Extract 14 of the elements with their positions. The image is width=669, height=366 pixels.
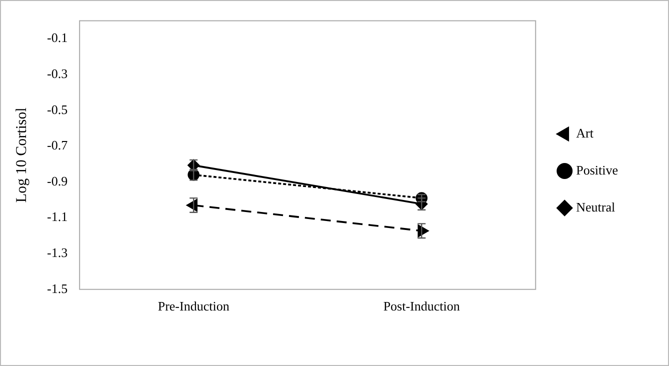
y-tick-label: -1.1	[46, 209, 68, 224]
y-tick-label: -0.1	[46, 30, 68, 46]
y-tick-label: -1.5	[46, 280, 68, 296]
y-tick-label: -0.3	[46, 66, 68, 81]
y-tick-label: -0.7	[46, 138, 68, 153]
x-tick-label: Post-Induction	[383, 298, 460, 314]
y-tick-label: -1.3	[46, 245, 68, 260]
legend-label: Art	[576, 125, 594, 140]
y-tick-label: -0.5	[46, 102, 68, 117]
legend-label: Neutral	[576, 199, 616, 214]
y-tick-label: -0.9	[46, 173, 68, 188]
y-axis-title: Log 10 Cortisol	[14, 108, 30, 203]
x-tick-label: Pre-Induction	[158, 298, 230, 314]
legend-label: Positive	[576, 162, 618, 178]
